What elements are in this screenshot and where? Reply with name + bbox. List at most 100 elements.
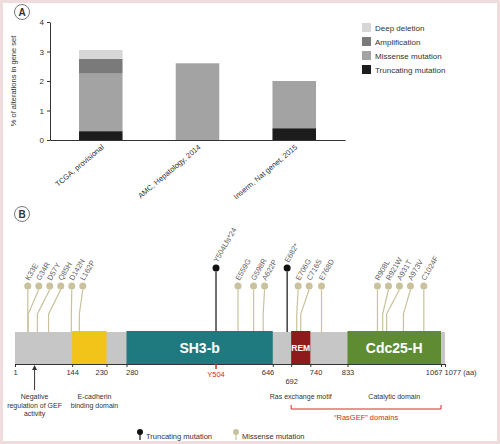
axis-line (16, 364, 446, 365)
legend-head (233, 429, 239, 435)
figure: A01234TCGA, provisionalAMC, Hepatology, … (0, 0, 500, 444)
lollipop-stem (383, 290, 389, 333)
protein-domain (347, 331, 441, 364)
tick-label: 1067 (426, 368, 443, 377)
tick-mark (291, 364, 292, 367)
tick-label: 280 (126, 368, 139, 377)
tick: 833 (342, 364, 355, 377)
panel-badge (15, 207, 30, 222)
annotation-arrow (34, 368, 35, 390)
mutation-label: Y504Lfs*24 (211, 226, 238, 264)
tick-mark (47, 140, 50, 141)
tick: 1 (40, 107, 50, 116)
position-tick (215, 364, 217, 369)
legend-label: Deep deletion (375, 24, 424, 33)
tick: 230 (95, 364, 108, 377)
bar-segment (176, 63, 220, 64)
bar-segment (272, 128, 316, 140)
tick-label: 740 (310, 368, 323, 377)
tick: 144 (66, 364, 79, 377)
tick: 4 (40, 18, 50, 27)
legend-label: Amplification (375, 38, 420, 47)
lollipop-stem (237, 290, 238, 333)
lollipop-stem (215, 272, 216, 333)
bar-segment (79, 59, 123, 74)
lollipop-stem (377, 290, 378, 333)
legend-head (137, 429, 143, 435)
legend-label: Truncating mutation (375, 66, 445, 75)
tick-label: 144 (66, 368, 79, 377)
lollipop-stem (301, 290, 309, 333)
tick-label: 833 (342, 368, 355, 377)
lollipop-head (24, 283, 31, 290)
domain-label: SH3-b (179, 340, 219, 356)
lollipop-head (407, 283, 414, 290)
tick: 1067 (426, 364, 443, 377)
annotation: binding domain (71, 402, 119, 410)
lollipop-head (57, 283, 64, 290)
legend-swatch (362, 23, 371, 32)
lollipop-stem (263, 290, 264, 333)
annotation: Negative (21, 393, 49, 401)
axis: TCGA, provisionalAMC, Hepatology, 2014In… (51, 140, 346, 201)
tick-mark (347, 364, 348, 367)
axis: 01234 (40, 18, 51, 145)
lollipop-head (295, 283, 302, 290)
bar-segment (176, 63, 220, 140)
lollipop-head (284, 265, 291, 272)
tick: 646 (262, 364, 275, 377)
lollipop-head (68, 283, 75, 290)
tick-mark (72, 364, 73, 367)
tick-label: 1077 (aa) (445, 368, 478, 377)
domain-label: Cdc25-H (366, 340, 423, 356)
bar-segment (79, 50, 123, 59)
axis-line (51, 140, 346, 141)
legend-swatch (362, 37, 371, 46)
panel-label: A (18, 7, 25, 18)
protein-domain (291, 331, 310, 364)
tick-label: Inserm, Nat genet, 2015 (232, 143, 299, 202)
bar-segment (272, 81, 316, 82)
legend-label: Missense mutation (242, 432, 305, 441)
lollipop-stem (253, 290, 254, 333)
tick: 0 (40, 136, 50, 145)
tick-mark (273, 364, 274, 367)
bar-segment (272, 81, 316, 128)
tick-label: 0 (40, 136, 45, 145)
lollipop-stem (79, 290, 82, 333)
legend: Truncating mutation Missense mutation (137, 429, 305, 441)
annotation: activity (24, 410, 46, 418)
tick-mark (47, 111, 50, 112)
annotation: regulation of GEF (7, 402, 62, 410)
legend-label: Truncating mutation (146, 432, 212, 441)
figure-svg: A01234TCGA, provisionalAMC, Hepatology, … (0, 0, 500, 444)
lollipop-stem (287, 272, 288, 333)
tick: Inserm, Nat genet, 2015 (232, 140, 299, 201)
lollipop-head (35, 283, 42, 290)
bars (79, 50, 316, 140)
bar-segment (176, 63, 220, 64)
y-axis-title: % of alterations in gene set (9, 35, 18, 126)
tick: 280 (126, 364, 139, 377)
lollipop-head (396, 283, 403, 290)
tick: 692 (285, 364, 298, 386)
bar-segment (272, 81, 316, 82)
bar-segment (79, 131, 123, 140)
mutation-label: E682* (283, 242, 301, 264)
tick: 740 (310, 364, 323, 377)
lollipop-stem (403, 290, 410, 333)
tick-mark (310, 364, 311, 367)
tick-label: 692 (285, 377, 298, 386)
legend-swatch (362, 65, 371, 74)
domain-label: REM (291, 343, 310, 353)
axis: 114423028064669274083310671077 (aa) (13, 364, 477, 386)
lollipop-head (306, 283, 313, 290)
mutation-label: A622P (260, 258, 279, 282)
annotation-arrowhead (32, 365, 37, 370)
lollipop-head (420, 283, 427, 290)
mutation-label: L162P (78, 259, 97, 282)
lollipop-head (234, 283, 241, 290)
annotation: Y504 (207, 370, 225, 379)
lollipop-stem (387, 290, 400, 333)
tick-label: TCGA, provisional (53, 142, 106, 188)
